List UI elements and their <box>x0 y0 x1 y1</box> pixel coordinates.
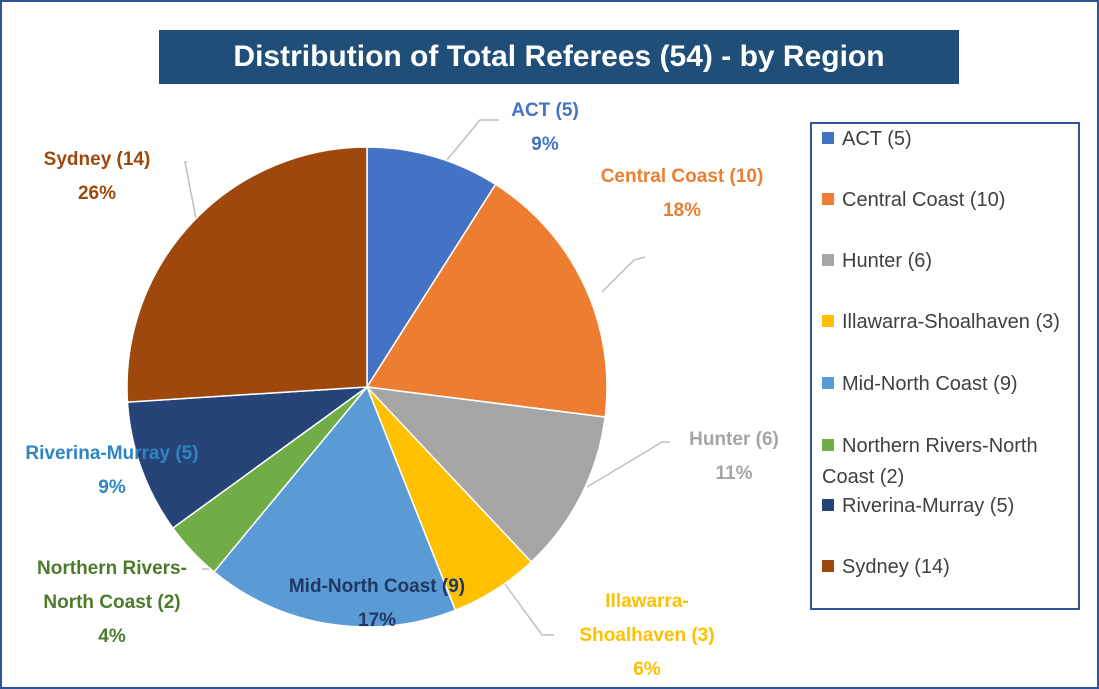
legend-swatch <box>822 377 834 389</box>
data-label-name: Central Coast (10) <box>600 166 764 187</box>
leader-line <box>501 579 554 636</box>
leader-line <box>184 161 198 225</box>
legend-label: Illawarra-Shoalhaven (3) <box>842 311 1060 333</box>
pie-slice <box>126 146 368 403</box>
legend-label: ACT (5) <box>842 128 912 150</box>
legend-swatch <box>822 560 834 572</box>
data-label: Northern Rivers-North Coast (2) 4% <box>12 552 212 654</box>
data-label-name: Northern Rivers-North Coast (2) <box>37 558 187 613</box>
data-label-value: 17% <box>357 610 397 631</box>
pie-slice <box>126 386 370 530</box>
data-label-name: Mid-North Coast (9) <box>288 576 466 597</box>
data-label-value: 26% <box>77 183 117 204</box>
legend-entry: Northern Rivers-North Coast (2) <box>822 431 1072 493</box>
legend-entry: Hunter (6) <box>822 246 1072 277</box>
data-label-value: 6% <box>633 659 661 680</box>
data-label: ACT (5) 9% <box>485 94 605 162</box>
chart-title: Distribution of Total Referees (54) - by… <box>159 30 959 84</box>
legend-swatch <box>822 439 834 451</box>
data-label: Riverina-Murray (5) 9% <box>25 437 200 505</box>
legend-entry: Sydney (14) <box>822 552 1072 583</box>
data-label-name: Riverina-Murray (5) <box>25 443 199 464</box>
data-label-name: ACT (5) <box>511 100 579 121</box>
leader-line <box>601 256 646 293</box>
legend-swatch <box>822 315 834 327</box>
data-label-value: 11% <box>715 463 753 484</box>
legend-swatch <box>822 254 834 266</box>
leader-line <box>586 441 670 488</box>
pie-slice <box>365 385 606 564</box>
legend-label: Mid-North Coast (9) <box>842 373 1018 395</box>
legend-entry: ACT (5) <box>822 124 1072 155</box>
pie-slice <box>366 146 497 390</box>
leader-line <box>446 119 499 161</box>
data-label-value: 9% <box>98 477 126 498</box>
data-label-name: Illawarra-Shoalhaven (3) <box>579 591 715 646</box>
data-label: Central Coast (10) 18% <box>597 160 767 228</box>
legend-label: Hunter (6) <box>842 250 933 272</box>
legend-swatch <box>822 193 834 205</box>
data-label: Illawarra-Shoalhaven (3) 6% <box>552 585 742 687</box>
data-label: Mid-North Coast (9) 17% <box>275 570 480 638</box>
data-label-name: Sydney (14) <box>43 149 151 170</box>
legend-swatch <box>822 499 834 511</box>
legend-entry: Illawarra-Shoalhaven (3) <box>822 307 1072 338</box>
legend-label: Northern Rivers-North Coast (2) <box>822 435 1038 488</box>
data-label-value: 9% <box>531 134 559 155</box>
legend-entry: Riverina-Murray (5) <box>822 491 1072 522</box>
legend-label: Sydney (14) <box>842 556 950 578</box>
legend-label: Riverina-Murray (5) <box>842 495 1015 517</box>
data-label: Sydney (14) 26% <box>17 143 177 211</box>
legend-label: Central Coast (10) <box>842 189 1006 211</box>
pie-slice <box>365 183 608 418</box>
data-label: Hunter (6) 11% <box>654 423 814 491</box>
legend: ACT (5) Central Coast (10) Hunter (6) Illaw… <box>810 122 1080 610</box>
legend-entry: Central Coast (10) <box>822 185 1072 216</box>
data-label-value: 4% <box>98 626 126 647</box>
legend-entry: Mid-North Coast (9) <box>822 369 1072 400</box>
data-label-name: Hunter (6) <box>689 429 779 450</box>
legend-swatch <box>822 132 834 144</box>
data-label-value: 18% <box>662 200 702 221</box>
pie-slice <box>212 385 457 628</box>
